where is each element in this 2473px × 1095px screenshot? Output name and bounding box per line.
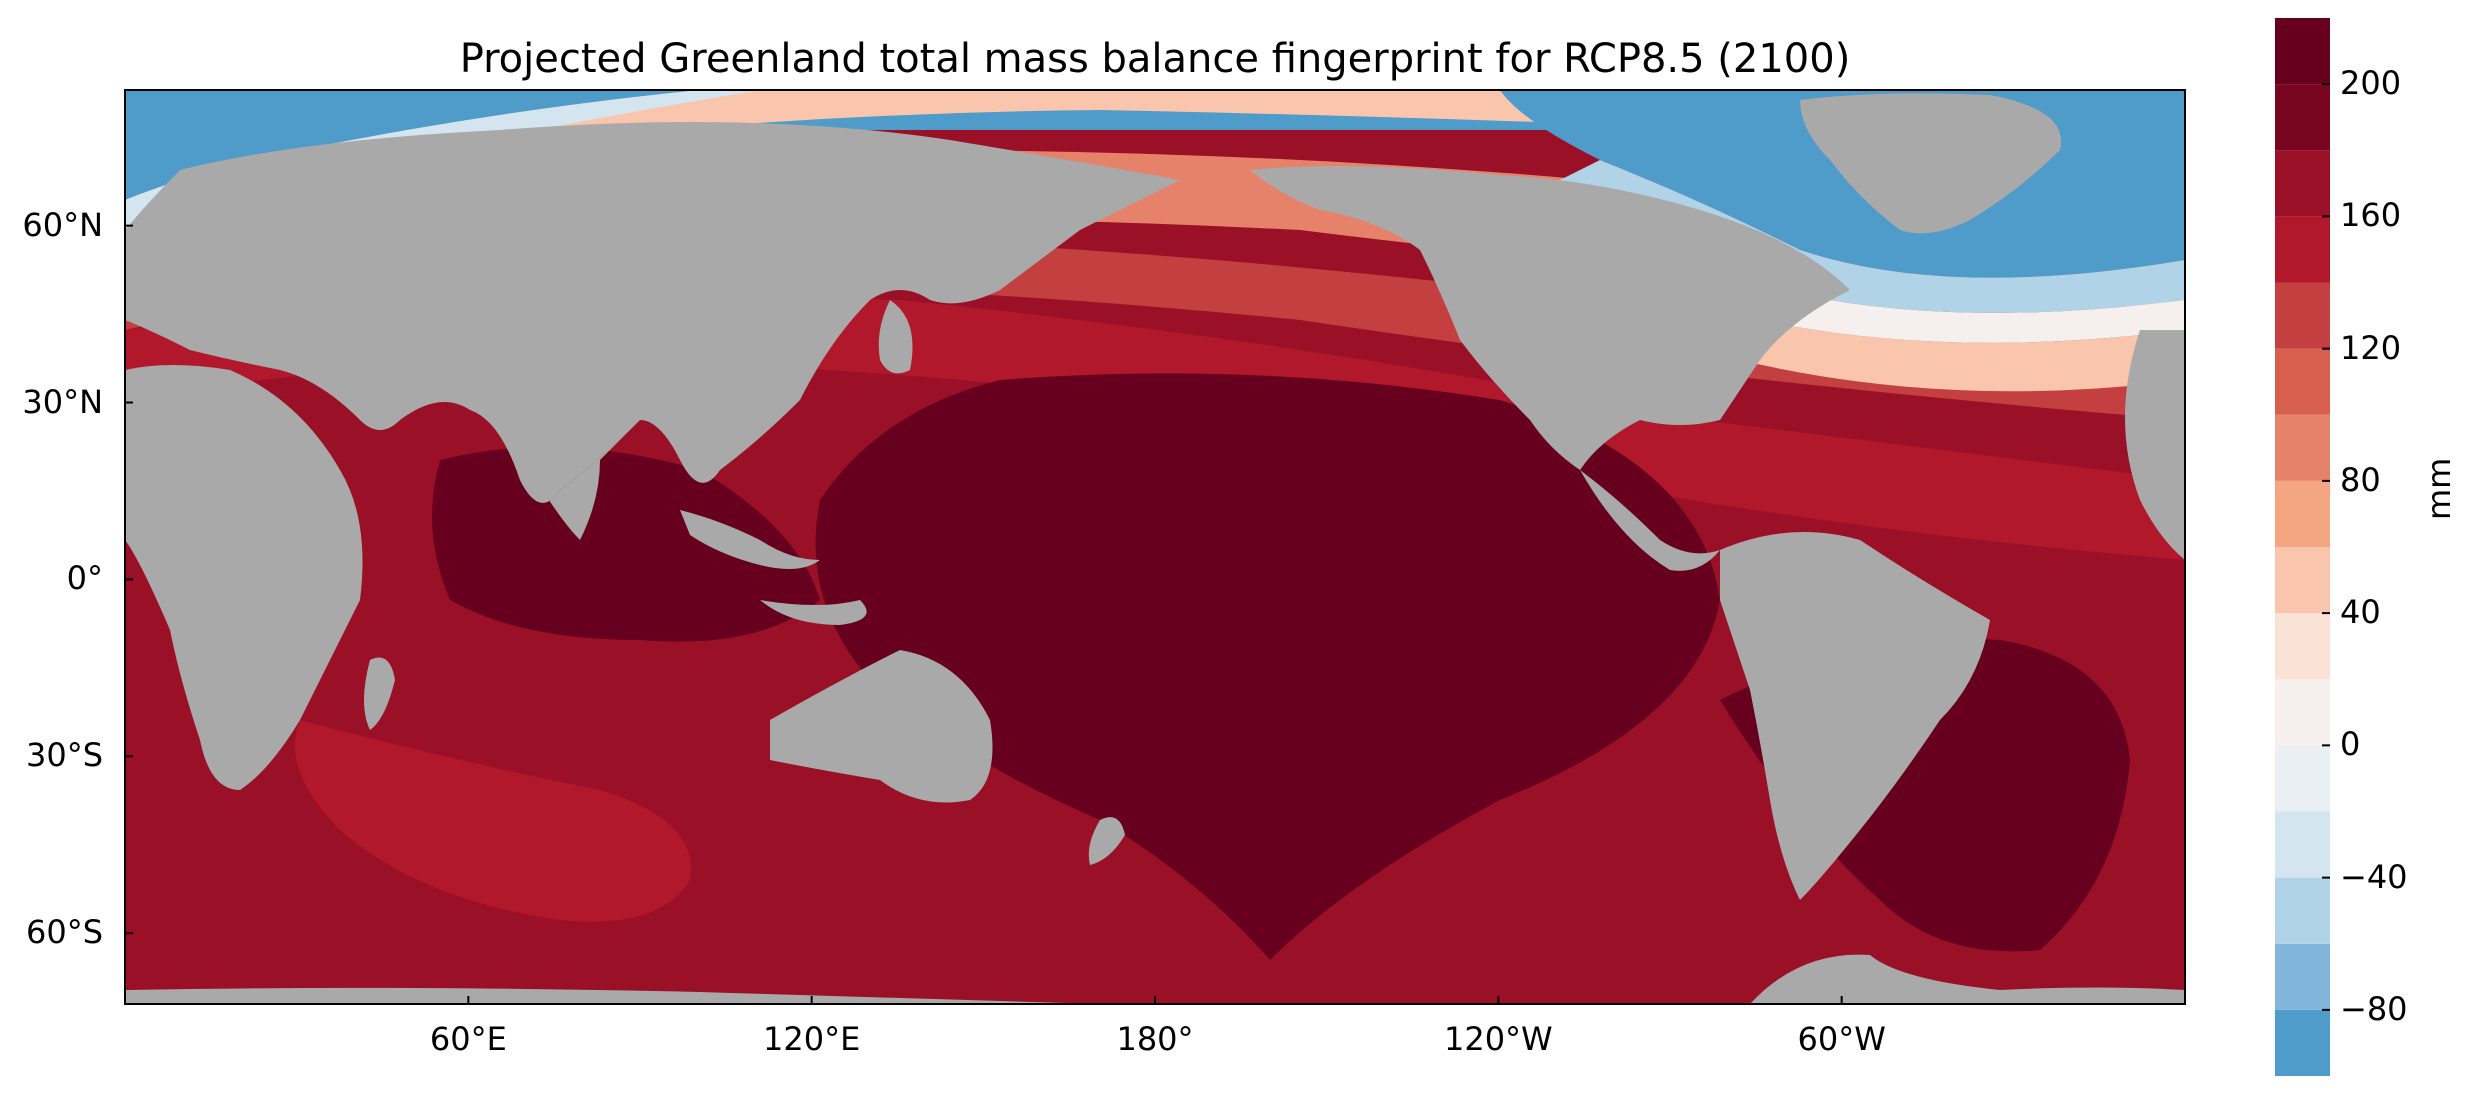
colorbar-tick-label: 0 <box>2340 725 2361 764</box>
lon-tick-marks <box>467 996 1843 1004</box>
colorbar-segment <box>2275 150 2330 217</box>
colorbar-tick-label: 80 <box>2340 460 2381 499</box>
colorbar-segment <box>2275 877 2330 944</box>
colorbar-tick-label: 120 <box>2340 328 2402 367</box>
lon-tick-label: 120°E <box>763 1020 861 1058</box>
colorbar-segment <box>2275 480 2330 547</box>
colorbar-segment <box>2275 84 2330 151</box>
lat-tick-label: 30°N <box>22 382 103 421</box>
colorbar-segment <box>2275 216 2330 283</box>
colorbar-segment <box>2275 282 2330 349</box>
indian-max <box>432 447 820 642</box>
colorbar-segment <box>2275 18 2330 85</box>
colorbar-segment <box>2275 1009 2330 1076</box>
colorbar-segment <box>2275 414 2330 481</box>
lat-tick-label: 60°S <box>25 913 103 952</box>
lat-tick-label: 0° <box>66 559 103 598</box>
lat-tick-label: 60°N <box>22 205 103 244</box>
colorbar-unit-label: mm <box>2420 457 2458 520</box>
lon-tick-label: 60°E <box>429 1020 507 1058</box>
lat-tick-label: 30°S <box>25 736 103 775</box>
colorbar-segment <box>2275 811 2330 878</box>
colorbar-segment <box>2275 348 2330 415</box>
ocean-field <box>125 90 2185 1004</box>
colorbar-segment <box>2275 679 2330 746</box>
colorbar-segment <box>2275 547 2330 614</box>
colorbar-tick-label: 40 <box>2340 593 2381 632</box>
map-title: Projected Greenland total mass balance f… <box>459 36 1851 82</box>
land <box>125 93 2185 1004</box>
lon-tick-label: 60°W <box>1797 1020 1886 1058</box>
colorbar-tick-label: −40 <box>2340 857 2408 896</box>
pacific-max <box>815 373 1720 960</box>
lon-tick-label: 120°W <box>1443 1020 1553 1058</box>
colorbar-tick-label: −80 <box>2340 989 2408 1028</box>
colorbar-tick-label: 200 <box>2340 64 2402 103</box>
colorbar <box>2275 18 2330 1076</box>
lon-tick-label: 180° <box>1116 1020 1194 1058</box>
lat-tick-marks <box>125 224 133 935</box>
colorbar-segment <box>2275 745 2330 812</box>
colorbar-segment <box>2275 943 2330 1010</box>
colorbar-tick-label: 160 <box>2340 196 2402 235</box>
colorbar-segment <box>2275 613 2330 680</box>
